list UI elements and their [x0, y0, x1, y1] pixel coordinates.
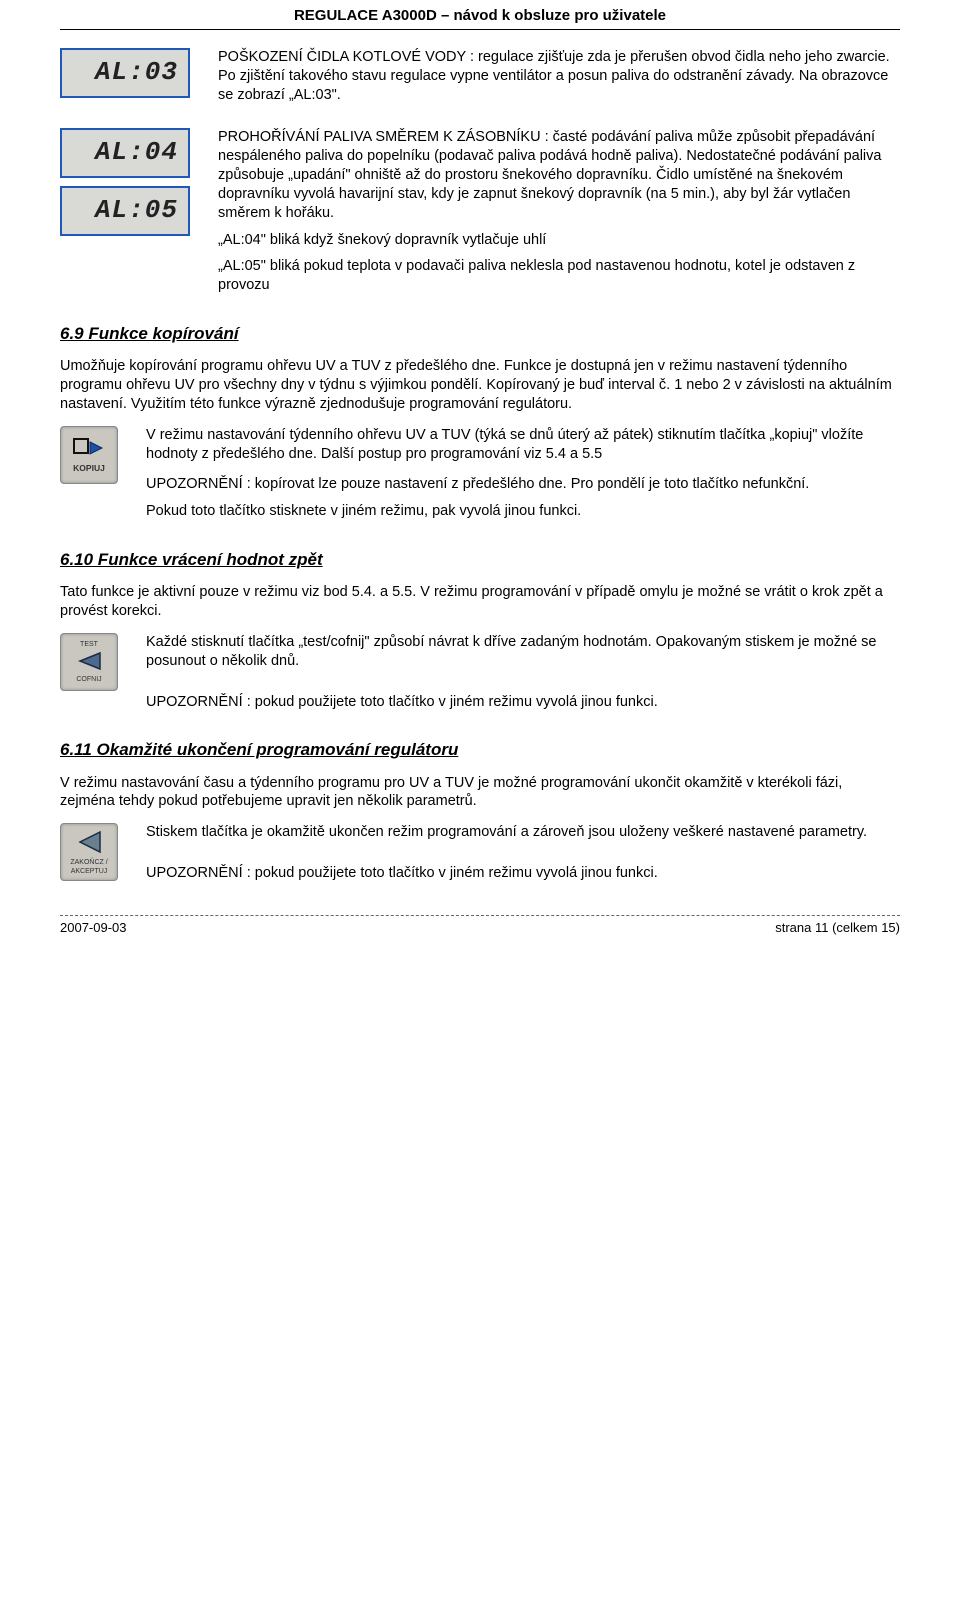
cofnij-label: COFNIJ [76, 675, 101, 684]
sec610-p1: Každé stisknutí tlačítka „test/cofnij" z… [146, 633, 900, 671]
lcd-al05-text: AL:05 [95, 194, 178, 228]
heading-6-11: 6.11 Okamžité ukončení programování regu… [60, 739, 900, 761]
alarm-0405-row: AL:04 AL:05 PROHOŘÍVÁNÍ PALIVA SMĚREM K … [60, 128, 900, 303]
alarm-0405-p3: „AL:05" bliká pokud teplota v podavači p… [218, 257, 900, 295]
alarm-0405-text-block: PROHOŘÍVÁNÍ PALIVA SMĚREM K ZÁSOBNÍKU : … [218, 128, 900, 303]
sec69-p3: Pokud toto tlačítko stisknete v jiném re… [146, 502, 900, 521]
footer-date: 2007-09-03 [60, 920, 127, 937]
zakoncz-label-top: ZAKOŃCZ / [70, 858, 107, 867]
sec610-text-block: Každé stisknutí tlačítka „test/cofnij" z… [146, 633, 900, 720]
header-title: REGULACE A3000D – návod k obsluze pro už… [294, 7, 666, 24]
lcd-al04: AL:04 [60, 128, 190, 178]
sec610-p2: UPOZORNĚNÍ : pokud použijete toto tlačít… [146, 693, 900, 712]
lcd-stack-0405: AL:04 AL:05 [60, 128, 190, 236]
heading-6-9: 6.9 Funkce kopírování [60, 323, 900, 345]
sec611-intro: V režimu nastavování času a týdenního pr… [60, 774, 900, 812]
zakoncz-button-icon: ZAKOŃCZ / AKCEPTUJ [60, 823, 118, 881]
sec69-row: KOPIUJ V režimu nastavování týdenního oh… [60, 426, 900, 529]
heading-6-10: 6.10 Funkce vrácení hodnot zpět [60, 549, 900, 571]
footer-page: strana 11 (celkem 15) [775, 920, 900, 937]
sec611-p2: UPOZORNĚNÍ : pokud použijete toto tlačít… [146, 864, 900, 883]
sec69-p1: V režimu nastavování týdenního ohřevu UV… [146, 426, 900, 464]
alarm-03-paragraph: POŠKOZENÍ ČIDLA KOTLOVÉ VODY : regulace … [218, 48, 900, 105]
alarm-0405-p2: „AL:04" bliká když šnekový dopravník vyt… [218, 231, 900, 250]
sec69-intro: Umožňuje kopírování programu ohřevu UV a… [60, 357, 900, 414]
lcd-al05: AL:05 [60, 186, 190, 236]
alarm-03-row: AL:03 POŠKOZENÍ ČIDLA KOTLOVÉ VODY : reg… [60, 48, 900, 113]
test-cofnij-button-icon: TEST COFNIJ [60, 633, 118, 691]
page-footer: 2007-09-03 strana 11 (celkem 15) [60, 915, 900, 937]
lcd-al03-text: AL:03 [95, 56, 178, 90]
sec69-p2: UPOZORNĚNÍ : kopírovat lze pouze nastave… [146, 475, 900, 494]
lcd-al03: AL:03 [60, 48, 190, 98]
alarm-0405-p1: PROHOŘÍVÁNÍ PALIVA SMĚREM K ZÁSOBNÍKU : … [218, 128, 900, 222]
copy-arrow-icon [72, 435, 106, 461]
left-triangle-icon [74, 828, 104, 856]
kopiuj-label: KOPIUJ [73, 463, 105, 474]
sec611-text-block: Stiskem tlačítka je okamžitě ukončen rež… [146, 823, 900, 891]
left-arrow-icon [74, 649, 104, 673]
test-label: TEST [80, 640, 98, 649]
sec611-row: ZAKOŃCZ / AKCEPTUJ Stiskem tlačítka je o… [60, 823, 900, 891]
sec610-intro: Tato funkce je aktivní pouze v režimu vi… [60, 583, 900, 621]
lcd-al04-text: AL:04 [95, 136, 178, 170]
alarm-03-text-block: POŠKOZENÍ ČIDLA KOTLOVÉ VODY : regulace … [218, 48, 900, 113]
sec69-text-block: V režimu nastavování týdenního ohřevu UV… [146, 426, 900, 529]
zakoncz-label-bottom: AKCEPTUJ [71, 867, 108, 876]
sec610-row: TEST COFNIJ Každé stisknutí tlačítka „te… [60, 633, 900, 720]
sec611-p1: Stiskem tlačítka je okamžitě ukončen rež… [146, 823, 900, 842]
kopiuj-button-icon: KOPIUJ [60, 426, 118, 484]
page-header: REGULACE A3000D – návod k obsluze pro už… [60, 0, 900, 30]
